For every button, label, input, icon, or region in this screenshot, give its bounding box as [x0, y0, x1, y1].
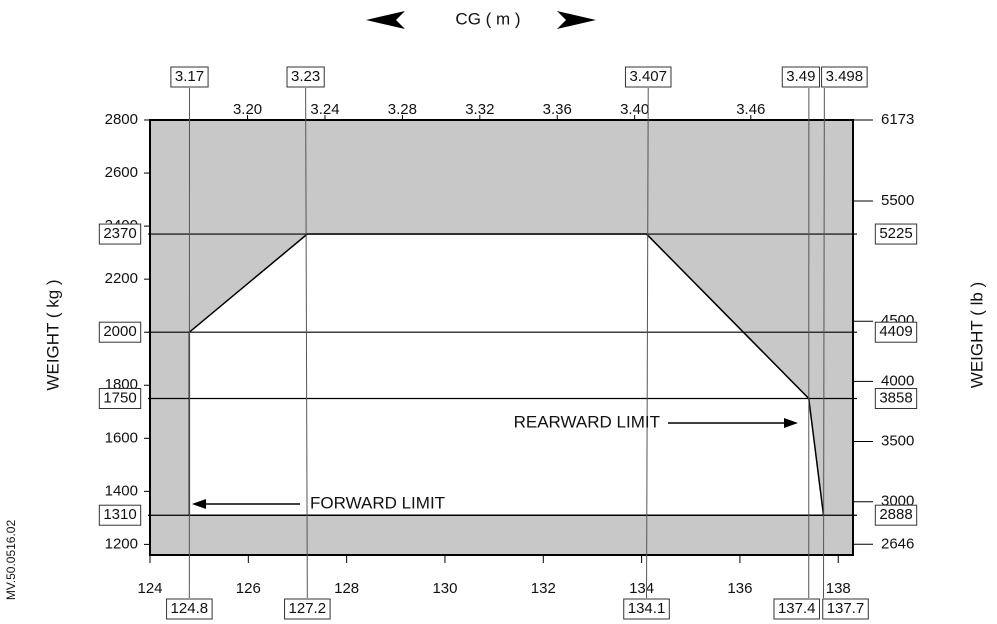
weight-lb-ref: 4409 — [879, 323, 912, 340]
x-tick-label: 132 — [531, 580, 556, 597]
chart-title: CG ( m ) — [455, 9, 520, 28]
x-tick-label: 136 — [727, 580, 752, 597]
y2-axis-label: WEIGHT ( lb ) — [967, 282, 986, 388]
cg-in-ref-box — [284, 598, 331, 620]
y2-tick-label: 2646 — [881, 535, 914, 552]
y-tick-label: 1400 — [105, 482, 138, 499]
cg-m-ref: 3.23 — [291, 68, 320, 85]
cg-m-ref: 3.498 — [826, 68, 864, 85]
weight-lb-ref-box — [874, 223, 918, 245]
cg-m-ref-box — [821, 66, 868, 88]
weight-lb-ref: 5225 — [879, 225, 912, 242]
cg-ref-line — [646, 87, 649, 599]
x-tick-label: 128 — [334, 580, 359, 597]
cg-in-ref: 124.8 — [171, 600, 209, 617]
x2-tick-label: 3.36 — [543, 101, 572, 118]
cg-in-ref: 134.1 — [628, 600, 666, 617]
x2-tick-label: 3.20 — [233, 101, 262, 118]
cg-in-ref: 127.2 — [289, 600, 327, 617]
weight-lb-ref-box — [874, 504, 918, 526]
weight-lb-ref-box — [874, 387, 918, 409]
weight-kg-ref-box — [98, 223, 142, 245]
x-tick-label: 130 — [432, 580, 457, 597]
weight-kg-ref: 1310 — [103, 506, 136, 523]
x-tick-label: 126 — [236, 580, 261, 597]
y-axis-label: WEIGHT ( kg ) — [43, 279, 62, 390]
weight-kg-ref-box — [98, 321, 142, 343]
x2-tick-label: 3.32 — [465, 101, 494, 118]
cg-in-ref-box — [773, 598, 821, 620]
x2-tick-label: 3.28 — [388, 101, 417, 118]
plot-frame — [149, 119, 854, 556]
cg-in-ref-box — [623, 598, 670, 620]
weight-lb-ref-box — [874, 321, 918, 343]
y-tick-label: 2600 — [105, 164, 138, 181]
x-tick-label: 138 — [826, 580, 851, 597]
y2-tick-label: 4000 — [881, 372, 914, 389]
cg-m-ref: 3.49 — [786, 68, 815, 85]
cg-in-ref: 137.7 — [827, 600, 865, 617]
x-tick-label: 124 — [137, 580, 162, 597]
x2-tick-label: 3.24 — [310, 101, 339, 118]
cg-in-ref-box — [166, 598, 213, 620]
cg-m-ref-box — [624, 66, 672, 88]
side-note: MV.50.0516.02 — [4, 520, 18, 601]
weight-kg-ref: 2000 — [103, 323, 136, 340]
left-arrow — [366, 11, 405, 29]
cg-m-ref-box — [286, 66, 325, 88]
y-tick-label: 2800 — [105, 111, 138, 128]
y-tick-label: 1200 — [105, 535, 138, 552]
cg-ref-line — [823, 87, 825, 599]
y-tick-label: 2200 — [105, 270, 138, 287]
y2-tick-label: 6173 — [881, 111, 914, 128]
right-arrow — [557, 11, 596, 29]
rearward-limit-label: REARWARD LIMIT — [514, 412, 660, 431]
forward-limit-label: FORWARD LIMIT — [310, 493, 445, 512]
y2-tick-label: 5500 — [881, 192, 914, 209]
weight-kg-ref-box — [98, 504, 142, 526]
weight-kg-ref: 2370 — [103, 225, 136, 242]
x-tick-label: 134 — [629, 580, 654, 597]
y2-tick-label: 3500 — [881, 433, 914, 450]
cg-m-ref: 3.17 — [175, 68, 204, 85]
y-tick-label: 1600 — [105, 429, 138, 446]
cg-in-ref-box — [822, 598, 869, 620]
cg-in-ref: 137.4 — [778, 600, 816, 617]
weight-lb-ref: 2888 — [879, 506, 912, 523]
weight-kg-ref: 1750 — [103, 389, 136, 406]
weight-kg-ref-box — [98, 388, 142, 410]
x2-tick-label: 3.40 — [620, 101, 649, 118]
rearward-limit-arrowhead — [784, 418, 798, 428]
weight-lb-ref: 3858 — [879, 389, 912, 406]
x2-tick-label: 3.46 — [736, 101, 765, 118]
cg-ref-line — [305, 87, 308, 599]
cg-m-ref-box — [781, 66, 820, 88]
cg-m-ref-box — [170, 66, 209, 88]
cg-m-ref: 3.407 — [629, 68, 667, 85]
forward-limit-arrowhead — [192, 499, 206, 509]
